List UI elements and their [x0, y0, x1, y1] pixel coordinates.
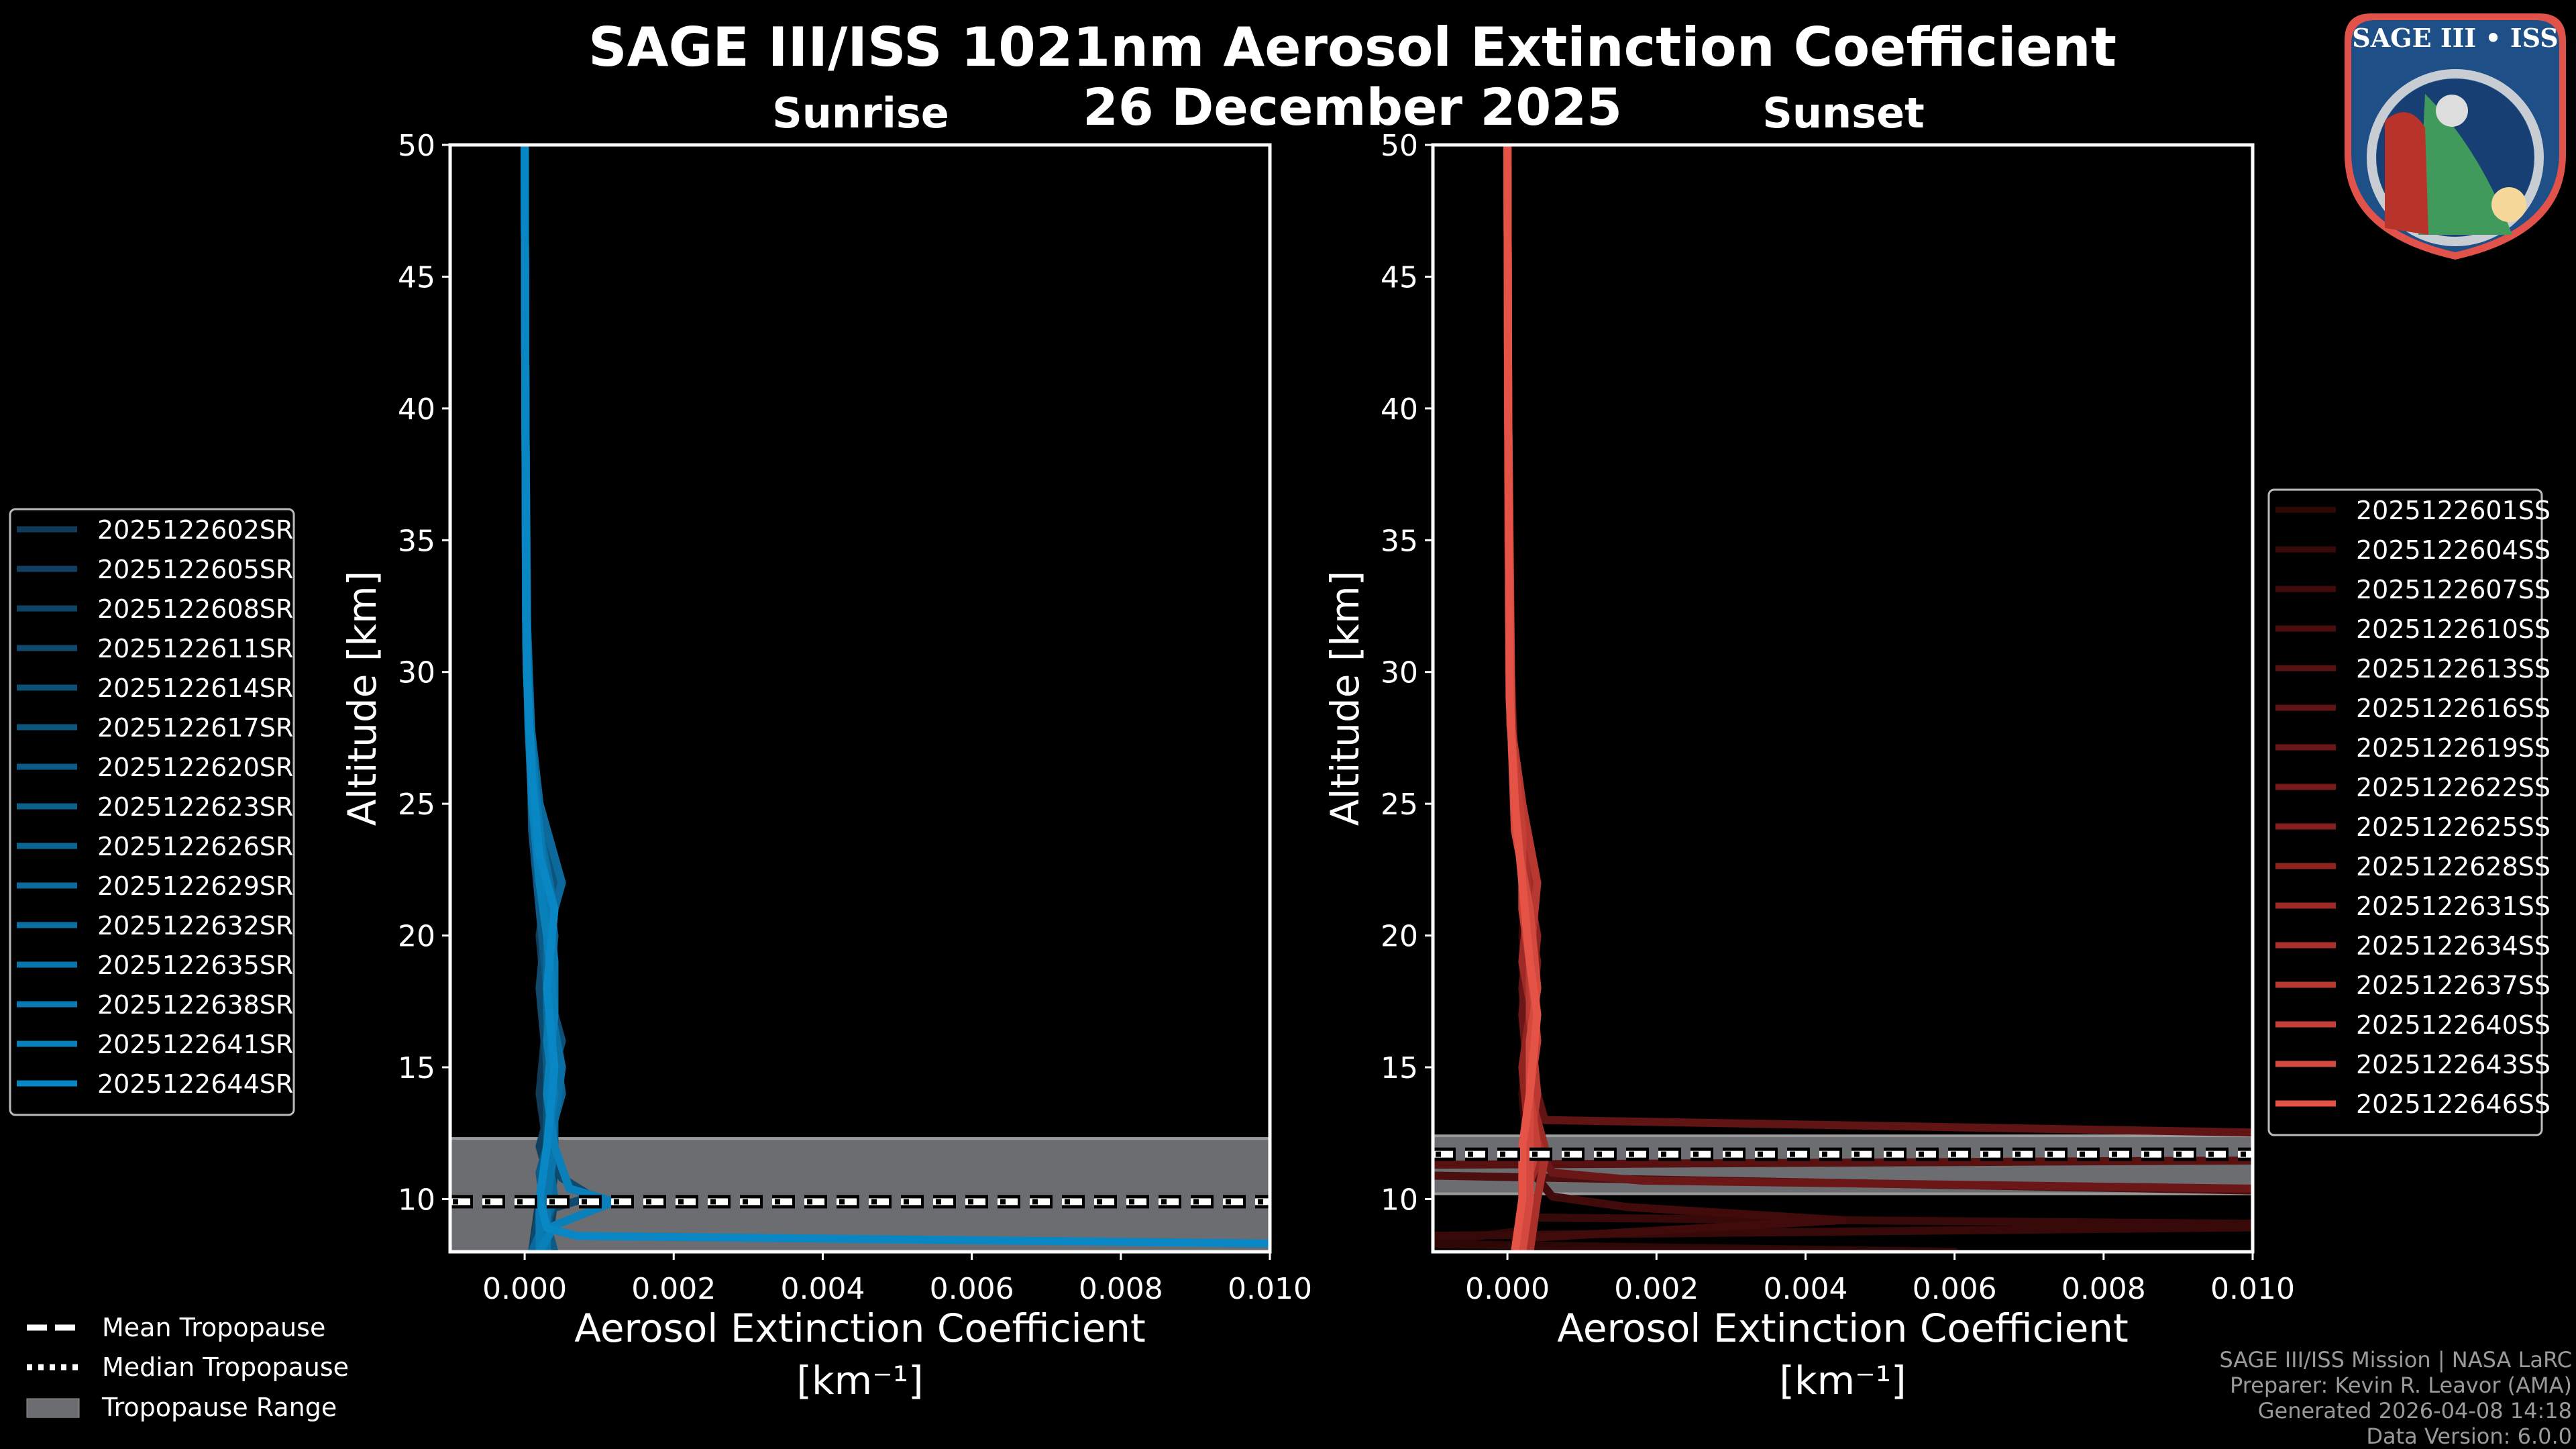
tropopause-range-patch [26, 1398, 80, 1418]
legend-label-2025122602SR: 2025122602SR [97, 515, 293, 545]
logo-title: SAGE III • ISS [2352, 23, 2558, 53]
sunrise-chart: 0.000 0.002 0.004 0.006 0.008 0.010 10 15 20 25 30… [9, 129, 1312, 1403]
y-tick-label: 15 [1381, 1051, 1418, 1085]
legend-label-2025122601SS: 2025122601SS [2356, 496, 2551, 525]
legend-label-2025122635SR: 2025122635SR [97, 951, 293, 980]
footer-preparer: Preparer: Kevin R. Leavor (AMA) [2230, 1373, 2572, 1398]
plot-area [450, 145, 1270, 1252]
y-tick-label: 15 [398, 1051, 435, 1085]
series-legend: 2025122601SS 2025122604SS 2025122607SS 2025… [2267, 488, 2551, 1136]
footer-mission: SAGE III/ISS Mission | NASA LaRC [2219, 1347, 2572, 1373]
legend-label-2025122622SS: 2025122622SS [2356, 773, 2551, 802]
sunset-panel-title: Sunset [1762, 89, 1925, 138]
profile-line-2025122646SS [1503, 145, 1542, 1252]
y-tick-label: 50 [398, 129, 435, 163]
legend-label-2025122617SR: 2025122617SR [97, 713, 293, 743]
sunrise-panel-title: Sunrise [772, 89, 949, 138]
legend-frame [9, 508, 295, 1116]
y-axis-label: Altitude [km] [339, 571, 385, 826]
legend-label-2025122643SS: 2025122643SS [2356, 1050, 2551, 1079]
tropopause-range-label: Tropopause Range [101, 1393, 337, 1422]
profile-line-2025122644SR [521, 145, 1270, 1248]
x-axis-label: Aerosol Extinction Coefficient [1557, 1305, 2129, 1351]
legend-label-2025122610SS: 2025122610SS [2356, 614, 2551, 644]
y-tick-label: 45 [1381, 260, 1418, 294]
x-tick-label: 0.004 [780, 1272, 865, 1306]
legend-label-2025122605SR: 2025122605SR [97, 555, 293, 584]
x-axis-unit: [km⁻¹] [796, 1358, 923, 1403]
legend-label-2025122611SR: 2025122611SR [97, 634, 293, 663]
y-tick-label: 50 [1381, 129, 1418, 163]
footer-generated: Generated 2026-04-08 14:18 [2258, 1398, 2572, 1424]
series-legend: 2025122602SR 2025122605SR 2025122608SR 2025… [9, 508, 295, 1116]
x-tick-label: 0.010 [1228, 1272, 1312, 1306]
mean-tropopause-label: Mean Tropopause [102, 1313, 325, 1342]
legend-label-2025122604SS: 2025122604SS [2356, 535, 2551, 565]
x-axis-unit: [km⁻¹] [1779, 1358, 1906, 1403]
legend-label-2025122641SR: 2025122641SR [97, 1030, 293, 1059]
x-tick-label: 0.002 [1614, 1272, 1699, 1306]
legend-label-2025122616SS: 2025122616SS [2356, 694, 2551, 723]
x-tick-label: 0.006 [930, 1272, 1014, 1306]
y-tick-label: 45 [398, 260, 435, 294]
legend-label-2025122629SR: 2025122629SR [97, 871, 293, 901]
legend-label-2025122623SR: 2025122623SR [97, 792, 293, 822]
footer-credits: SAGE III/ISS Mission | NASA LaRC Prepare… [2219, 1347, 2572, 1449]
y-tick-label: 25 [398, 788, 435, 822]
x-axis-label: Aerosol Extinction Coefficient [574, 1305, 1146, 1351]
y-tick-label: 20 [398, 920, 435, 954]
legend-label-2025122640SS: 2025122640SS [2356, 1010, 2551, 1040]
x-tick-label: 0.000 [1465, 1272, 1550, 1306]
legend-label-2025122613SS: 2025122613SS [2356, 654, 2551, 684]
sage-iii-iss-mission-logo: SAGE III • ISS [2345, 13, 2566, 260]
y-tick-label: 40 [1381, 392, 1418, 427]
x-tick-label: 0.008 [2061, 1272, 2146, 1306]
legend-frame [2267, 488, 2543, 1136]
footer-data-version: Data Version: 6.0.0 [2366, 1424, 2572, 1449]
x-tick-label: 0.004 [1763, 1272, 1847, 1306]
y-axis-label: Altitude [km] [1322, 571, 1368, 826]
x-tick-label: 0.008 [1079, 1272, 1163, 1306]
x-tick-label: 0.006 [1913, 1272, 1997, 1306]
figure-subtitle: 26 December 2025 [1083, 77, 1622, 137]
y-tick-label: 35 [1381, 524, 1418, 558]
x-tick-label: 0.002 [631, 1272, 716, 1306]
legend-label-2025122628SS: 2025122628SS [2356, 852, 2551, 881]
legend-label-2025122646SS: 2025122646SS [2356, 1089, 2551, 1119]
x-tick-label: 0.000 [482, 1272, 567, 1306]
median-tropopause-label: Median Tropopause [102, 1352, 349, 1382]
y-tick-label: 10 [1381, 1183, 1418, 1217]
y-tick-label: 30 [398, 656, 435, 690]
legend-label-2025122625SS: 2025122625SS [2356, 812, 2551, 842]
legend-label-2025122626SR: 2025122626SR [97, 832, 293, 861]
y-tick-label: 35 [398, 524, 435, 558]
legend-label-2025122607SS: 2025122607SS [2356, 575, 2551, 604]
y-tick-label: 40 [398, 392, 435, 427]
legend-label-2025122620SR: 2025122620SR [97, 753, 293, 782]
profile-line-2025122613SS [1433, 1156, 2253, 1169]
legend-label-2025122637SS: 2025122637SS [2356, 971, 2551, 1000]
legend-label-2025122619SS: 2025122619SS [2356, 733, 2551, 763]
tropopause-legend: Mean Tropopause Median Tropopause Tropop… [26, 1313, 349, 1422]
legend-label-2025122632SR: 2025122632SR [97, 911, 293, 941]
legend-label-2025122634SS: 2025122634SS [2356, 931, 2551, 961]
sunset-chart: 0.000 0.002 0.004 0.006 0.008 0.010 10 15 20 25 30… [1322, 129, 2551, 1403]
legend-label-2025122631SS: 2025122631SS [2356, 892, 2551, 921]
legend-label-2025122638SR: 2025122638SR [97, 990, 293, 1020]
axes-frame [448, 143, 1272, 1254]
y-tick-label: 25 [1381, 788, 1418, 822]
y-tick-label: 10 [398, 1183, 435, 1217]
axes-frame [1431, 143, 2255, 1254]
plot-area [1433, 145, 2253, 1252]
legend-label-2025122608SR: 2025122608SR [97, 594, 293, 624]
y-tick-label: 30 [1381, 656, 1418, 690]
y-tick-label: 20 [1381, 920, 1418, 954]
legend-label-2025122644SR: 2025122644SR [97, 1069, 293, 1099]
x-tick-label: 0.010 [2210, 1272, 2295, 1306]
legend-label-2025122614SR: 2025122614SR [97, 674, 293, 703]
figure-title: SAGE III/ISS 1021nm Aerosol Extinction C… [588, 16, 2116, 78]
